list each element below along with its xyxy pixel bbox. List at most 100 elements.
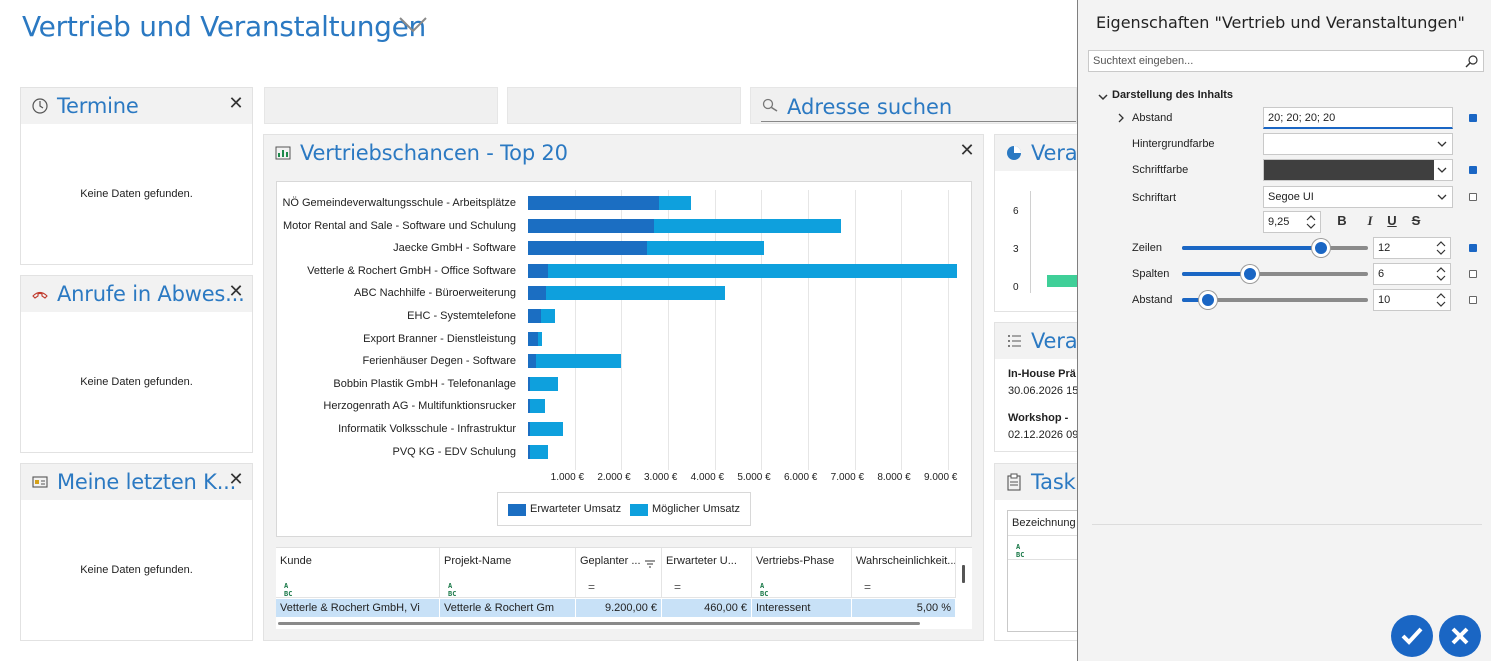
underline-button[interactable]: U xyxy=(1387,213,1397,228)
chart-bar[interactable] xyxy=(528,218,654,233)
bold-button[interactable]: B xyxy=(1337,213,1347,228)
chart-bar[interactable] xyxy=(528,399,530,414)
modified-indicator xyxy=(1469,244,1477,252)
x-tick-label: 7.000 € xyxy=(830,472,865,483)
chart-bar[interactable] xyxy=(528,241,647,256)
chart-bar[interactable] xyxy=(654,218,841,233)
adresse-suchen-tile[interactable]: Adresse suchen xyxy=(750,87,1077,124)
column-header[interactable]: Erwarteter U... xyxy=(662,548,752,574)
filter-cell[interactable]: = xyxy=(662,574,752,598)
chart-bar[interactable] xyxy=(545,286,725,301)
filter-cell[interactable]: A BC xyxy=(276,574,440,598)
stepper-arrows-icon[interactable] xyxy=(1436,292,1446,308)
table-cell[interactable]: 9.200,00 € xyxy=(576,599,662,617)
schriftart-select[interactable]: Segoe UI xyxy=(1263,186,1453,208)
abstand-slider-track[interactable] xyxy=(1182,298,1368,302)
chart-bar[interactable] xyxy=(535,354,622,369)
chart-bar[interactable] xyxy=(528,354,536,369)
chart-bar[interactable] xyxy=(529,422,564,436)
y-tick-label: 0 xyxy=(1013,282,1019,293)
stepper-arrows-icon[interactable] xyxy=(1306,214,1316,230)
chart-bar[interactable] xyxy=(529,444,548,459)
section-header[interactable]: Darstellung des Inhalts xyxy=(1112,89,1234,101)
spalten-slider-track[interactable] xyxy=(1182,272,1368,276)
placeholder-tile[interactable] xyxy=(507,87,741,124)
chart-bar[interactable] xyxy=(547,263,958,278)
filter-cell[interactable]: A BC xyxy=(440,574,576,598)
chevron-right-icon[interactable] xyxy=(1116,113,1126,123)
font-size-stepper[interactable]: 9,25 xyxy=(1263,211,1321,233)
horizontal-scrollbar[interactable] xyxy=(278,622,920,625)
spalten-stepper[interactable]: 6 xyxy=(1373,263,1451,285)
widget-header: Termine ✕ xyxy=(21,88,252,124)
confirm-button[interactable] xyxy=(1391,615,1433,657)
chart-bar[interactable] xyxy=(658,196,692,210)
filter-cell[interactable]: = xyxy=(576,574,662,598)
search-icon[interactable] xyxy=(1465,54,1479,68)
italic-button[interactable]: I xyxy=(1367,213,1373,228)
column-header[interactable]: Vertriebs-Phase xyxy=(752,548,852,574)
event-name[interactable]: In-House Prä xyxy=(1008,368,1076,380)
search-field[interactable] xyxy=(1088,50,1484,72)
x-tick-label: 6.000 € xyxy=(784,472,818,483)
chart-bar[interactable] xyxy=(529,399,546,414)
zeilen-slider-handle[interactable] xyxy=(1312,239,1330,257)
zeilen-stepper[interactable]: 12 xyxy=(1373,237,1451,259)
close-icon[interactable]: ✕ xyxy=(228,93,244,113)
table-cell[interactable]: Interessent xyxy=(752,599,852,617)
strikethrough-button[interactable]: S xyxy=(1411,213,1421,228)
chart-bar[interactable] xyxy=(528,444,530,459)
column-header[interactable]: Bezeichnung xyxy=(1012,517,1076,529)
close-icon[interactable]: ✕ xyxy=(228,469,244,489)
table-row[interactable]: Vetterle & Rochert GmbH, Vi Vetterle & Ro… xyxy=(276,599,956,617)
table-cell[interactable]: 460,00 € xyxy=(662,599,752,617)
spalten-slider-handle[interactable] xyxy=(1241,265,1259,283)
hintergrundfarbe-picker[interactable] xyxy=(1263,133,1453,155)
vertical-scrollbar[interactable] xyxy=(962,565,965,583)
event-name[interactable]: Workshop - xyxy=(1008,412,1069,424)
search-input[interactable] xyxy=(1089,51,1449,71)
abstand-slider-handle[interactable] xyxy=(1199,291,1217,309)
chevron-down-icon[interactable] xyxy=(398,14,428,36)
chart-bar[interactable] xyxy=(530,376,559,391)
zeilen-value: 12 xyxy=(1378,242,1391,254)
chart-bar[interactable] xyxy=(528,263,548,278)
close-icon[interactable]: ✕ xyxy=(228,281,244,301)
cancel-button[interactable] xyxy=(1439,615,1481,657)
filter-icon[interactable] xyxy=(644,556,656,574)
stepper-arrows-icon[interactable] xyxy=(1436,240,1446,256)
filter-cell[interactable]: A BC xyxy=(752,574,852,598)
close-icon[interactable]: ✕ xyxy=(959,140,975,160)
abstand-field[interactable]: 20; 20; 20; 20 xyxy=(1263,107,1453,129)
chart-bar[interactable] xyxy=(528,376,531,391)
column-header[interactable]: Wahrscheinlichkeit... xyxy=(852,548,956,574)
schriftfarbe-picker[interactable] xyxy=(1263,159,1453,181)
chart-bar[interactable] xyxy=(528,422,530,436)
chart-bar[interactable] xyxy=(540,309,556,323)
table-cell[interactable]: Vetterle & Rochert Gm xyxy=(440,599,576,617)
chart-bar[interactable] xyxy=(528,286,546,301)
chevron-down-icon[interactable] xyxy=(1436,163,1448,177)
adresse-suchen-label: Adresse suchen xyxy=(787,95,953,119)
chart-bar[interactable] xyxy=(528,196,659,210)
chevron-down-icon[interactable] xyxy=(1436,190,1448,204)
chevron-down-icon[interactable] xyxy=(1098,92,1108,102)
stepper-arrows-icon[interactable] xyxy=(1436,266,1446,282)
text-filter-icon: A BC xyxy=(284,582,293,598)
column-header[interactable]: Kunde xyxy=(276,548,440,574)
abstand-stepper[interactable]: 10 xyxy=(1373,289,1451,311)
grid-line xyxy=(668,190,669,470)
schriftfarbe-label: Schriftfarbe xyxy=(1132,164,1189,176)
chart-bar[interactable] xyxy=(537,331,542,346)
column-header[interactable]: Projekt-Name xyxy=(440,548,576,574)
table-cell[interactable]: 5,00 % xyxy=(852,599,956,617)
table-cell[interactable]: Vetterle & Rochert GmbH, Vi xyxy=(276,599,440,617)
text-filter-icon[interactable]: A BC xyxy=(1016,543,1025,559)
chevron-down-icon[interactable] xyxy=(1436,137,1448,151)
filter-cell[interactable]: = xyxy=(852,574,956,598)
anrufe-widget: Anrufe in Abwes... ✕ Keine Daten gefunde… xyxy=(20,275,253,453)
chart-bar[interactable] xyxy=(528,309,541,323)
chart-bar[interactable] xyxy=(647,241,764,256)
chart-bar[interactable] xyxy=(528,331,538,346)
placeholder-tile[interactable] xyxy=(264,87,498,124)
